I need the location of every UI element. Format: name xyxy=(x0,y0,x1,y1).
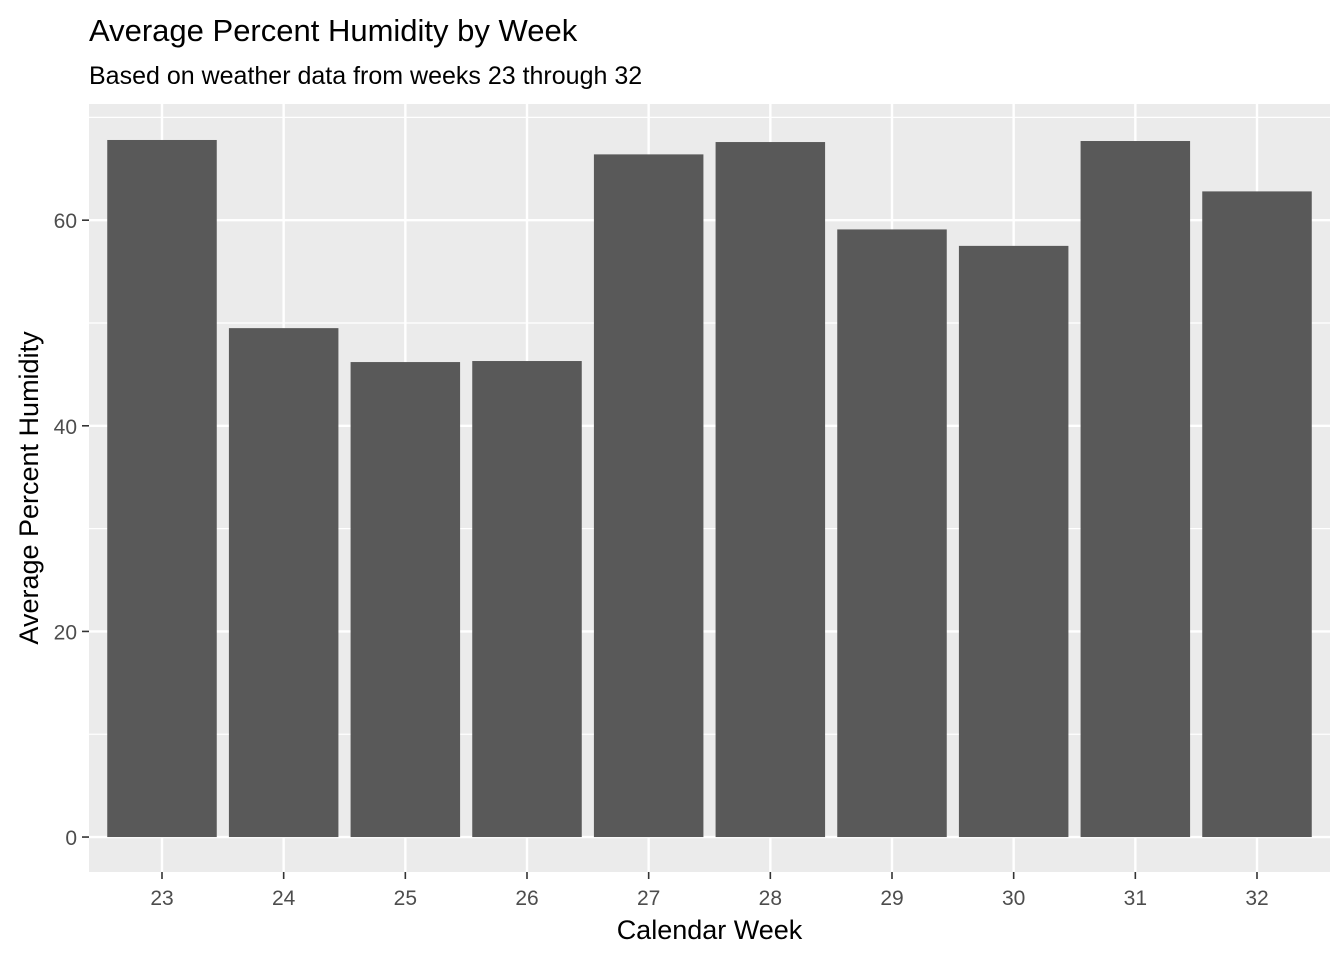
y-tick-label: 0 xyxy=(65,827,77,850)
x-tick-label: 23 xyxy=(150,887,173,910)
bar-week-31 xyxy=(1080,141,1191,838)
bar-week-24 xyxy=(228,328,339,838)
bar-week-23 xyxy=(107,139,217,838)
x-tick-label: 30 xyxy=(1002,887,1025,910)
chart-title: Average Percent Humidity by Week xyxy=(89,13,578,48)
x-tick-label: 31 xyxy=(1124,887,1147,910)
x-tick-label: 32 xyxy=(1245,887,1268,910)
x-tick-label: 24 xyxy=(272,887,296,910)
y-tick-label: 40 xyxy=(54,416,77,439)
bar-week-25 xyxy=(350,362,461,838)
bar-week-32 xyxy=(1202,191,1312,838)
x-tick-label: 25 xyxy=(394,887,417,910)
bar-week-27 xyxy=(593,154,704,838)
x-tick-label: 29 xyxy=(880,887,903,910)
bar-week-30 xyxy=(958,245,1069,838)
bar-layer xyxy=(107,139,1312,838)
y-tick-label: 60 xyxy=(54,210,77,233)
y-axis-title: Average Percent Humidity xyxy=(14,331,44,645)
x-axis-title: Calendar Week xyxy=(617,915,803,945)
bar-week-28 xyxy=(715,142,826,838)
y-axis: 0 20 40 60 xyxy=(54,210,89,850)
bar-week-26 xyxy=(472,361,582,838)
x-axis: 23 24 25 26 27 28 29 30 31 32 xyxy=(150,872,1269,910)
bar-week-29 xyxy=(837,229,947,838)
chart-subtitle: Based on weather data from weeks 23 thro… xyxy=(89,62,642,90)
y-tick-label: 20 xyxy=(54,621,77,644)
x-tick-label: 27 xyxy=(637,887,660,910)
x-tick-label: 28 xyxy=(759,887,782,910)
x-tick-label: 26 xyxy=(515,887,538,910)
